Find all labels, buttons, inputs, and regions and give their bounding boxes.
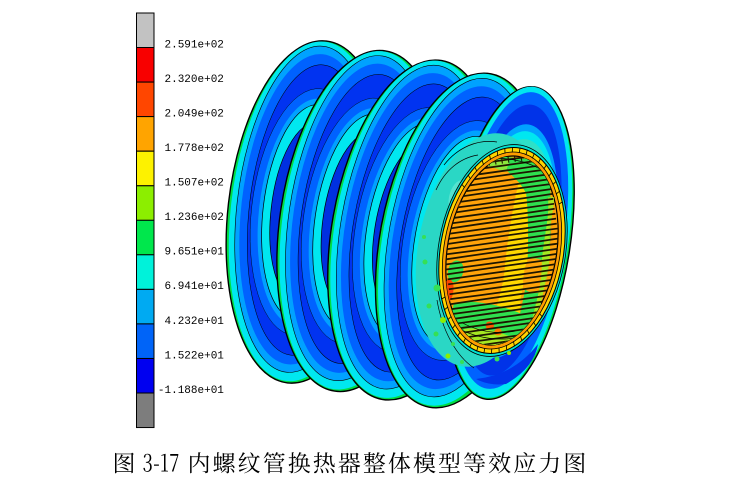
svg-text:6.941e+01: 6.941e+01: [165, 281, 225, 293]
svg-text:2.320e+02: 2.320e+02: [165, 74, 224, 86]
svg-text:1.522e+01: 1.522e+01: [165, 350, 225, 362]
svg-text:4.232e+01: 4.232e+01: [165, 316, 225, 328]
svg-text:1.507e+02: 1.507e+02: [165, 178, 224, 190]
svg-text:2.049e+02: 2.049e+02: [165, 108, 224, 120]
svg-text:9.651e+01: 9.651e+01: [165, 247, 225, 259]
svg-text:1.236e+02: 1.236e+02: [165, 212, 224, 224]
svg-text:2.591e+02: 2.591e+02: [165, 39, 224, 51]
svg-text:1.778e+02: 1.778e+02: [165, 143, 224, 155]
svg-text:-1.188e+01: -1.188e+01: [158, 385, 224, 397]
